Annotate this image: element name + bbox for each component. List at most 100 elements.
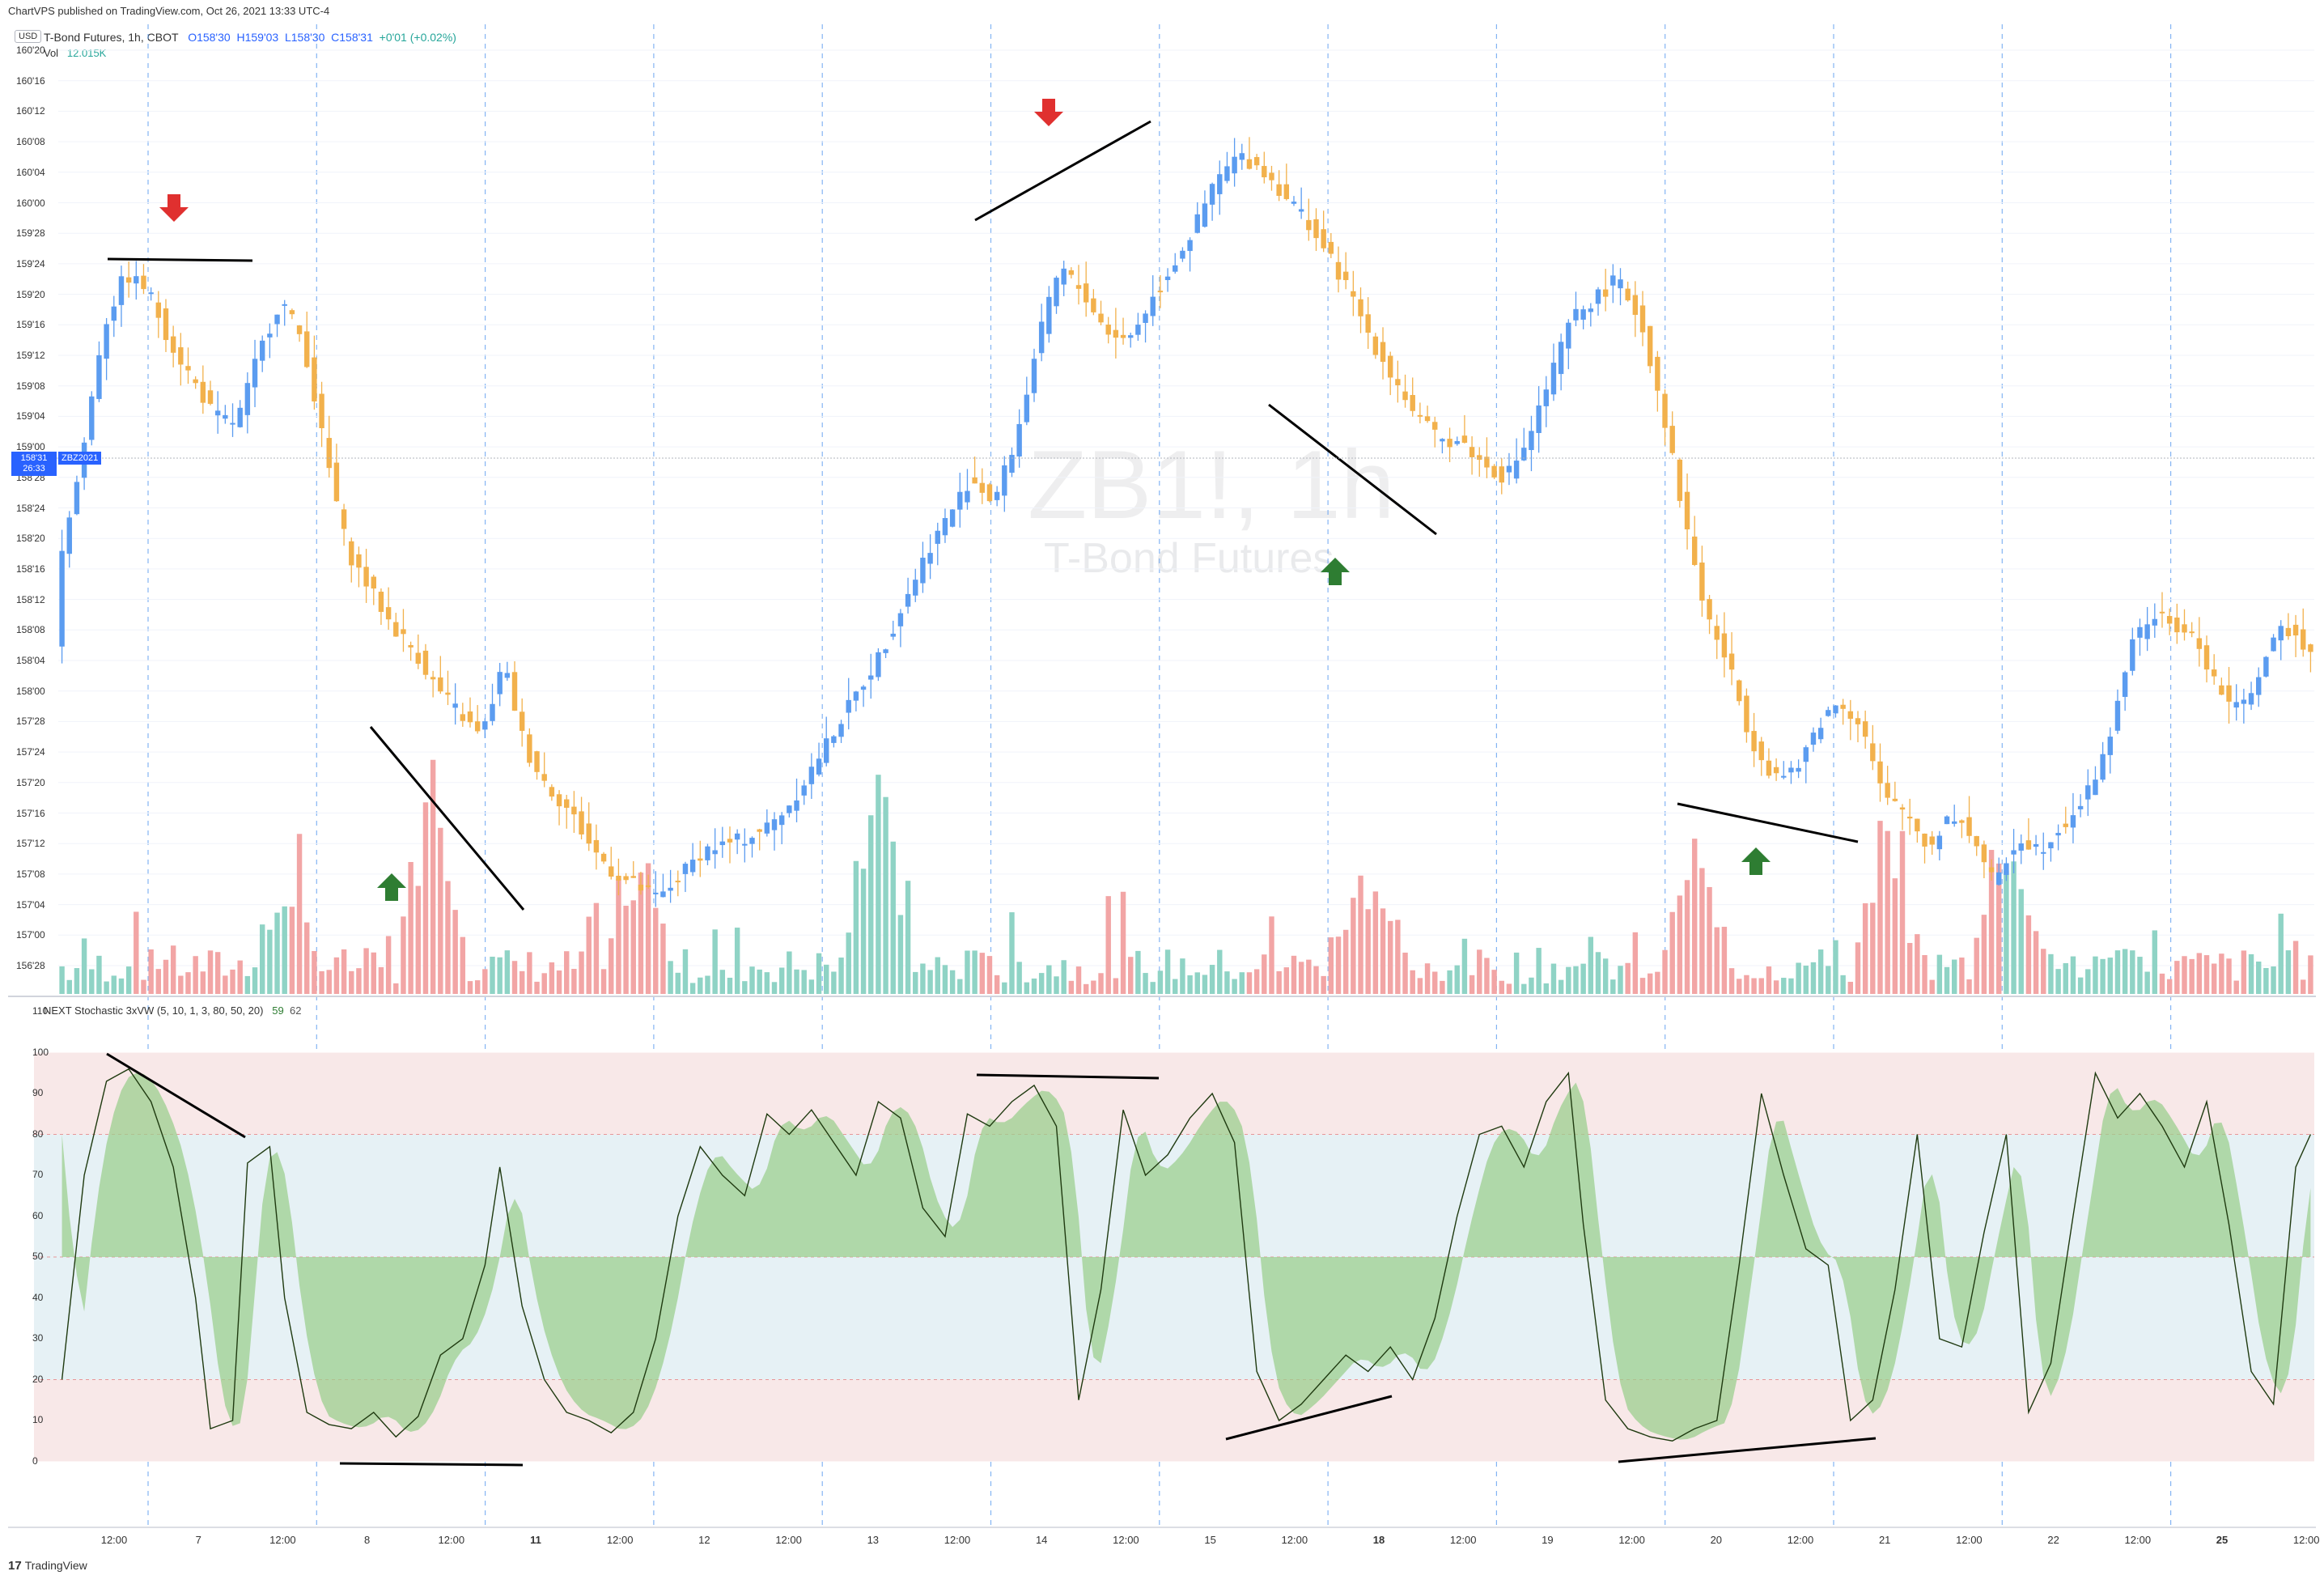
trendline [976, 1073, 1160, 1080]
candle-body [1677, 459, 1683, 501]
price-tick-label: 159'28 [16, 227, 45, 240]
volume-bar [749, 966, 755, 994]
bar-countdown: 26:33 [23, 464, 45, 474]
volume-bar [668, 961, 673, 994]
volume-bar [2159, 973, 2165, 994]
candle-body [2219, 685, 2224, 695]
volume-bar [890, 841, 896, 994]
candle-body [705, 846, 710, 860]
trendline [1225, 1395, 1393, 1441]
candle-body [2248, 693, 2254, 705]
candle-body [1328, 241, 1334, 254]
volume-bar [1321, 975, 1326, 994]
volume-bar [2033, 931, 2039, 994]
volume-bar [1906, 943, 1913, 994]
time-tick-label: 25 [2216, 1534, 2229, 1546]
volume-bar [96, 955, 102, 994]
stochastic-tick-label: 40 [32, 1291, 44, 1303]
candle-body [1521, 448, 1527, 461]
tradingview-logo[interactable]: 17 TradingView [8, 1559, 87, 1573]
volume-bar [935, 957, 940, 994]
price-tick-label: 157'00 [16, 929, 45, 941]
candle-body [1262, 166, 1267, 178]
price-tick-label: 159'16 [16, 319, 45, 331]
volume-bar [660, 924, 666, 994]
volume-bar [1632, 932, 1639, 994]
candle-body [118, 276, 125, 305]
volume-bar [2166, 979, 2173, 994]
candle-body [1566, 322, 1571, 349]
candle-body [742, 843, 748, 846]
candle-body [965, 490, 970, 503]
volume-bar [2114, 950, 2121, 994]
trendline [107, 257, 253, 262]
candle-body [771, 819, 778, 830]
volume-bar [1424, 963, 1431, 994]
candle-body [1239, 153, 1245, 160]
volume-bar [1714, 927, 1720, 994]
candle-body [1618, 279, 1623, 289]
candle-body [1002, 465, 1007, 496]
volume-bar [66, 979, 72, 994]
ohlc-high: H159'03 [236, 31, 279, 44]
candle-body [757, 829, 762, 832]
candle-body [1068, 270, 1075, 275]
candle-body [1810, 733, 1817, 745]
indicator-label[interactable]: NEXT Stochastic 3xVW (5, 10, 1, 3, 80, 5… [44, 1004, 264, 1017]
volume-bar [1335, 936, 1342, 994]
stochastic-tick-label: 70 [32, 1169, 44, 1180]
volume-bar [1892, 878, 1898, 994]
volume-bar [2077, 977, 2084, 994]
volume-bar [1105, 896, 1111, 994]
volume-bar [2025, 915, 2032, 994]
candle-body [125, 277, 132, 283]
volume-bar [1721, 927, 1728, 994]
candle-body [1728, 653, 1735, 670]
time-tick-label: 12:00 [438, 1534, 465, 1546]
candle-body [897, 613, 904, 626]
volume-label[interactable]: Vol [44, 47, 59, 59]
price-tick-label: 158'24 [16, 502, 45, 514]
arrow-up-icon [1321, 558, 1350, 585]
volume-bar [1595, 952, 1601, 994]
time-tick-label: 12:00 [2292, 1534, 2320, 1546]
candle-body [1054, 278, 1059, 307]
candle-body [1959, 820, 1965, 823]
candle-body [534, 751, 540, 772]
ohlc-close: C158'31 [331, 31, 373, 44]
candle-body [593, 839, 600, 853]
candle-body [2100, 754, 2106, 780]
volume-bar [1521, 983, 1527, 994]
volume-bar [1766, 966, 1772, 994]
candle-body [920, 558, 926, 584]
volume-bar [326, 970, 332, 994]
candle-body [267, 333, 273, 338]
candle-body [986, 484, 993, 502]
volume-bar [371, 952, 376, 994]
volume-bar [393, 983, 399, 994]
candle-body [1491, 465, 1497, 478]
volume-bar [148, 949, 154, 994]
time-tick-label: 12:00 [269, 1534, 296, 1546]
volume-bar [2271, 966, 2276, 994]
currency-badge[interactable]: USD [15, 30, 42, 43]
symbol-description[interactable]: T-Bond Futures, 1h, CBOT [44, 31, 179, 44]
candle-body [2070, 815, 2076, 828]
time-tick-label: 21 [1878, 1534, 1891, 1546]
volume-bar [1194, 972, 1200, 994]
candle-body [2233, 702, 2239, 708]
candle-body [474, 721, 481, 732]
candle-body [2063, 823, 2068, 827]
candle-body [1246, 159, 1253, 169]
last-price-badge: 158'31 26:33 [11, 452, 57, 476]
volume-bar [2182, 956, 2187, 994]
volume-bar [972, 950, 978, 994]
candle-body [282, 304, 287, 306]
volume-bar [868, 815, 874, 994]
volume-bar [2278, 913, 2284, 994]
volume-bar [2285, 950, 2292, 994]
volume-bar [1929, 979, 1935, 994]
volume-bar [1046, 965, 1052, 994]
candle-body [207, 390, 214, 404]
